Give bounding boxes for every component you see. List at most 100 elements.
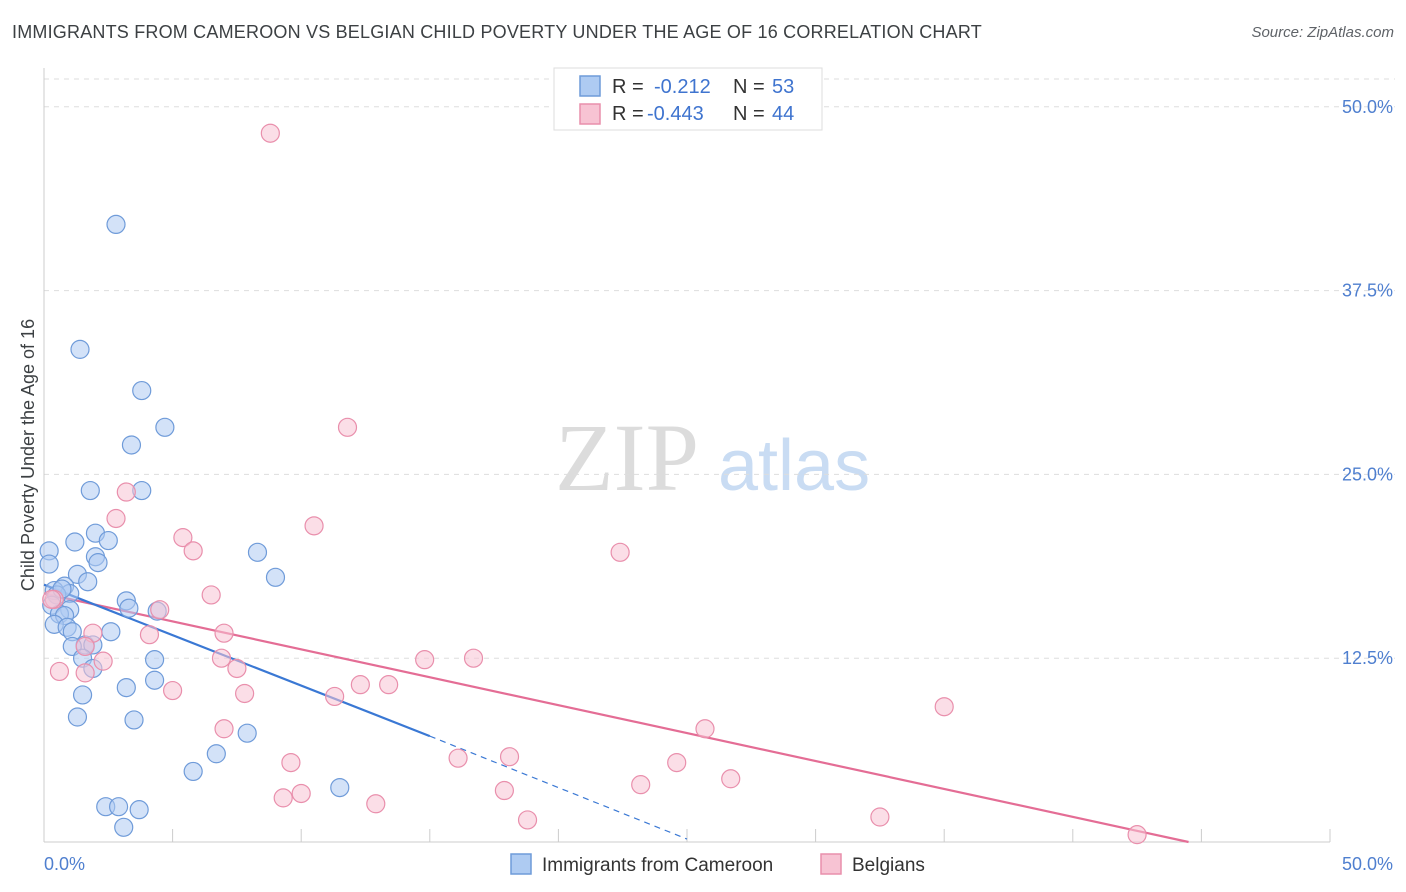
belgian-point bbox=[291, 783, 311, 804]
trend-layer bbox=[43, 583, 1189, 844]
belgian-point bbox=[183, 541, 203, 561]
belgian-point bbox=[235, 683, 255, 704]
belgian-point bbox=[448, 748, 468, 768]
cameroon-point bbox=[101, 622, 121, 642]
belgian-point bbox=[304, 516, 324, 536]
cameroon-point bbox=[39, 554, 59, 574]
belgian-point bbox=[116, 482, 136, 502]
belgian-point bbox=[667, 752, 687, 773]
belgian-point bbox=[211, 648, 232, 668]
belgian-point bbox=[721, 769, 741, 789]
cameroon-point bbox=[80, 480, 100, 501]
cameroon-point bbox=[116, 677, 136, 698]
series-legend: Immigrants from Cameroon Belgians bbox=[510, 853, 925, 876]
x-tick-label-min: 0.0% bbox=[44, 854, 85, 874]
belgian-point bbox=[870, 807, 890, 827]
cameroon-point bbox=[144, 670, 165, 690]
belgian-point bbox=[631, 775, 651, 795]
cameroon-point bbox=[65, 532, 85, 552]
bottom-legend-label-cameroon: Immigrants from Cameroon bbox=[542, 855, 773, 876]
legend-r-label-1: R = bbox=[612, 76, 644, 98]
grid-layer bbox=[44, 78, 1395, 659]
stats-legend: R = -0.212 N = 53 R = -0.443 N = 44 bbox=[553, 67, 823, 131]
belgian-point bbox=[499, 747, 520, 767]
legend-r-label-2: R = bbox=[612, 103, 644, 125]
chart-title: IMMIGRANTS FROM CAMEROON VS BELGIAN CHIL… bbox=[12, 22, 982, 42]
belgian-point bbox=[463, 648, 484, 668]
cameroon-point bbox=[119, 598, 139, 618]
belgian-point bbox=[325, 686, 345, 707]
belgian-point bbox=[695, 719, 715, 739]
belgian-point bbox=[494, 780, 514, 801]
legend-r-value-1: -0.212 bbox=[654, 76, 711, 98]
cameroon-point bbox=[144, 650, 165, 670]
legend-n-label-1: N = bbox=[733, 76, 765, 98]
y-axis-label: Child Poverty Under the Age of 16 bbox=[18, 319, 38, 591]
cameroon-point bbox=[265, 567, 286, 587]
cameroon-point bbox=[106, 214, 126, 234]
watermark-atlas: atlas bbox=[718, 426, 870, 506]
cameroon-point bbox=[67, 707, 88, 727]
legend-swatch-pink bbox=[579, 103, 601, 125]
belgian-point bbox=[366, 794, 386, 814]
belgian-point bbox=[281, 752, 301, 773]
cameroon-point bbox=[121, 435, 142, 455]
cameroon-point bbox=[70, 339, 90, 359]
source-label: Source: ZipAtlas.com bbox=[1251, 24, 1394, 41]
cameroon-trend-extension bbox=[429, 735, 688, 840]
cameroon-point bbox=[124, 710, 144, 730]
axis-layer: 12.5% 25.0% 37.5% 50.0% 0.0% 50.0% bbox=[43, 68, 1393, 874]
legend-r-value-2: -0.443 bbox=[647, 103, 704, 125]
belgian-point bbox=[227, 658, 247, 679]
bottom-legend-label-belgians: Belgians bbox=[852, 855, 925, 876]
belgian-point bbox=[49, 661, 70, 682]
cameroon-point bbox=[78, 572, 98, 592]
belgian-point bbox=[163, 680, 183, 701]
belgian-point bbox=[75, 663, 95, 683]
cameroon-point bbox=[183, 761, 203, 782]
belgian-point bbox=[1127, 825, 1147, 845]
belgian-point bbox=[42, 589, 62, 609]
points-layer bbox=[39, 123, 1147, 845]
legend-swatch-blue bbox=[579, 75, 601, 97]
cameroon-point bbox=[206, 744, 226, 764]
y-tick-label: 25.0% bbox=[1342, 464, 1393, 484]
belgian-point bbox=[106, 508, 126, 529]
cameroon-point bbox=[108, 797, 129, 817]
belgian-point bbox=[93, 651, 113, 671]
bottom-legend-swatch-blue bbox=[510, 853, 532, 875]
cameroon-point bbox=[129, 800, 149, 820]
bottom-legend-swatch-pink bbox=[820, 853, 842, 875]
belgian-point bbox=[337, 417, 358, 437]
y-tick-label: 50.0% bbox=[1342, 97, 1393, 117]
belgian-point bbox=[415, 650, 435, 670]
belgian-point bbox=[214, 719, 234, 739]
belgian-point bbox=[150, 600, 170, 620]
cameroon-point bbox=[114, 817, 134, 837]
y-tick-label: 37.5% bbox=[1342, 281, 1393, 301]
cameroon-point bbox=[98, 530, 118, 551]
x-tick-label-max: 50.0% bbox=[1342, 854, 1393, 874]
cameroon-point bbox=[330, 777, 350, 798]
legend-n-value-2: 44 bbox=[772, 103, 794, 125]
belgian-point bbox=[379, 675, 399, 695]
belgian-point bbox=[139, 625, 160, 645]
belgian-point bbox=[610, 542, 630, 562]
cameroon-point bbox=[247, 542, 268, 562]
legend-n-value-1: 53 bbox=[772, 76, 794, 98]
belgian-point bbox=[214, 623, 234, 643]
belgian-trend-line bbox=[43, 592, 1189, 844]
belgian-point bbox=[273, 788, 293, 808]
cameroon-point bbox=[237, 723, 257, 743]
belgian-point bbox=[75, 636, 95, 657]
cameroon-point bbox=[88, 553, 108, 573]
belgian-point bbox=[517, 810, 538, 830]
belgian-point bbox=[934, 697, 954, 717]
watermark-zip: ZIP bbox=[555, 404, 699, 511]
belgian-point bbox=[201, 585, 221, 605]
cameroon-point bbox=[72, 685, 93, 705]
belgian-point bbox=[173, 528, 193, 548]
belgian-point bbox=[350, 675, 370, 695]
belgian-point bbox=[260, 123, 280, 143]
